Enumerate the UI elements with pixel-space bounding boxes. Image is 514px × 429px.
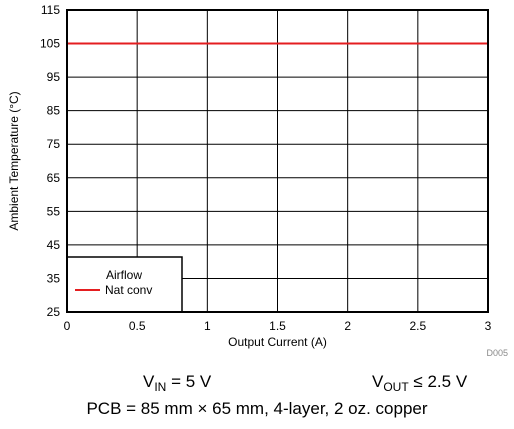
vin-condition: VIN = 5 V [143,372,212,394]
plot-frame [66,9,489,313]
vin-prefix: V [143,372,155,391]
x-tick-label: 0 [64,319,71,333]
y-tick-label: 65 [47,171,61,185]
legend-label: Nat conv [105,283,152,297]
vout-prefix: V [372,372,384,391]
y-tick-label: 25 [47,305,61,319]
legend-box [66,256,183,313]
y-tick-label: 45 [47,238,61,252]
vin-value: = 5 V [166,372,212,391]
x-tick-label: 1 [204,319,211,333]
x-tick-label: 2 [344,319,351,333]
vout-condition: VOUT ≤ 2.5 V [372,372,468,394]
y-tick-label: 55 [47,204,61,218]
figure-id: D005 [486,348,508,358]
x-tick-label: 1.5 [269,319,286,333]
vin-subscript: IN [154,380,167,394]
y-tick-label: 115 [41,3,60,17]
vout-value: ≤ 2.5 V [408,372,468,391]
x-axis-label: Output Current (A) [228,335,327,349]
y-tick-label: 75 [47,137,61,151]
vout-subscript: OUT [383,380,409,394]
y-tick-label: 95 [47,70,61,84]
x-tick-label: 3 [485,319,492,333]
x-tick-label: 0.5 [129,319,146,333]
y-axis-label: Ambient Temperature (°C) [7,91,21,230]
y-tick-label: 85 [47,104,61,118]
legend-title: Airflow [106,268,142,282]
derating-chart: Airflow Nat conv 0 0.5 1 1.5 2 2.5 3 25 35 45 55 65 75… [7,3,508,358]
y-tick-label: 35 [47,271,61,285]
x-tick-label: 2.5 [409,319,426,333]
pcb-condition: PCB = 85 mm × 65 mm, 4-layer, 2 oz. copp… [86,399,428,418]
y-tick-label: 105 [40,37,60,51]
